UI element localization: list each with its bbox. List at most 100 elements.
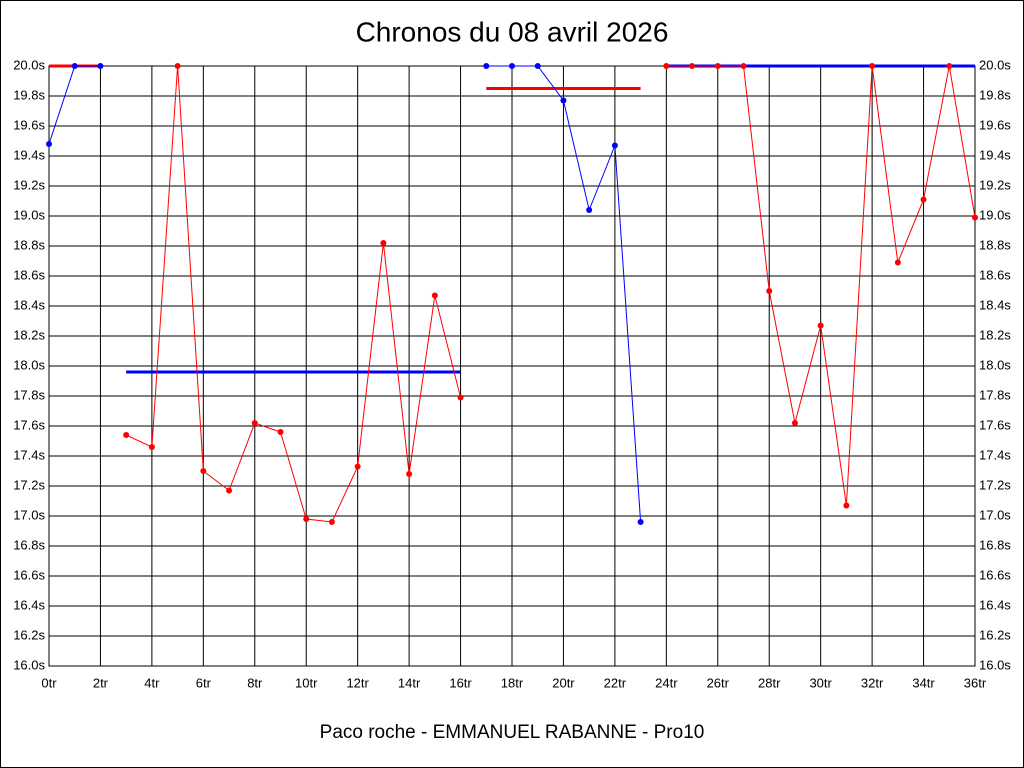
y2-tick-label: 17.8s xyxy=(979,387,1011,402)
y-tick-label: 18.0s xyxy=(13,357,45,372)
y-tick-label: 18.2s xyxy=(13,327,45,342)
y2-tick-label: 19.8s xyxy=(979,87,1011,102)
y-tick-label: 16.6s xyxy=(13,567,45,582)
x-tick-label: 24tr xyxy=(655,675,678,690)
data-point xyxy=(123,432,130,438)
data-point xyxy=(560,97,567,104)
y-tick-label: 17.8s xyxy=(13,387,45,402)
x-tick-label: 32tr xyxy=(861,675,884,690)
data-point xyxy=(457,394,464,401)
data-point xyxy=(766,288,773,294)
y-tick-label: 18.8s xyxy=(13,237,45,252)
x-tick-label: 6tr xyxy=(196,675,212,690)
data-point xyxy=(791,420,798,426)
data-point xyxy=(431,292,438,299)
x-tick-label: 18tr xyxy=(501,675,524,690)
data-point xyxy=(380,240,387,246)
x-tick-label: 12tr xyxy=(346,675,369,690)
data-point xyxy=(843,502,850,509)
data-point xyxy=(972,214,978,221)
y-tick-label: 16.4s xyxy=(13,597,45,612)
y-tick-label: 16.0s xyxy=(13,657,45,672)
y-tick-label: 17.2s xyxy=(13,477,45,492)
y2-tick-label: 16.8s xyxy=(979,537,1011,552)
data-point xyxy=(817,322,824,329)
y-tick-label: 19.0s xyxy=(13,207,45,222)
y2-tick-label: 19.0s xyxy=(979,207,1011,222)
y-tick-label: 17.6s xyxy=(13,417,45,432)
data-point xyxy=(740,63,747,69)
y2-tick-label: 18.0s xyxy=(979,357,1011,372)
y-tick-label: 19.8s xyxy=(13,87,45,102)
y-tick-label: 16.8s xyxy=(13,537,45,552)
data-point xyxy=(328,519,335,525)
data-point xyxy=(148,444,155,450)
x-tick-label: 4tr xyxy=(144,675,160,690)
data-point xyxy=(303,516,310,522)
data-point xyxy=(277,429,284,435)
x-tick-label: 36tr xyxy=(964,675,987,690)
x-tick-label: 22tr xyxy=(604,675,627,690)
data-point xyxy=(226,487,233,494)
y2-tick-label: 16.6s xyxy=(979,567,1011,582)
x-tick-label: 10tr xyxy=(295,675,318,690)
x-tick-label: 2tr xyxy=(93,675,109,690)
y2-tick-label: 17.0s xyxy=(979,507,1011,522)
x-axis-label: Paco roche - EMMANUEL RABANNE - Pro10 xyxy=(320,722,705,743)
data-point xyxy=(663,63,670,69)
data-point xyxy=(406,471,413,477)
x-tick-label: 20tr xyxy=(552,675,575,690)
x-tick-label: 28tr xyxy=(758,675,781,690)
data-point xyxy=(946,63,953,69)
data-point xyxy=(920,196,927,203)
x-tick-label: 14tr xyxy=(398,675,421,690)
y2-tick-label: 17.2s xyxy=(979,477,1011,492)
y-tick-label: 19.4s xyxy=(13,147,45,162)
y2-tick-label: 19.4s xyxy=(979,147,1011,162)
x-tick-label: 34tr xyxy=(912,675,935,690)
x-tick-label: 30tr xyxy=(809,675,832,690)
y-tick-label: 18.6s xyxy=(13,267,45,282)
data-point xyxy=(894,259,901,266)
y-tick-label: 16.2s xyxy=(13,627,45,642)
y-tick-label: 17.4s xyxy=(13,447,45,462)
chart-title: Chronos du 08 avril 2026 xyxy=(356,16,669,47)
y2-tick-label: 17.6s xyxy=(979,417,1011,432)
y2-tick-label: 19.6s xyxy=(979,117,1011,132)
x-tick-label: 0tr xyxy=(41,675,57,690)
data-point xyxy=(869,63,876,69)
data-point xyxy=(354,463,361,470)
y2-tick-label: 17.4s xyxy=(979,447,1011,462)
y2-tick-label: 16.4s xyxy=(979,597,1011,612)
x-tick-label: 16tr xyxy=(449,675,472,690)
y2-tick-label: 20.0s xyxy=(979,57,1011,72)
y2-tick-label: 18.4s xyxy=(979,297,1011,312)
data-point xyxy=(586,207,593,213)
y-tick-label: 17.0s xyxy=(13,507,45,522)
data-point xyxy=(509,63,515,69)
y2-tick-label: 18.2s xyxy=(979,327,1011,342)
y-tick-label: 20.0s xyxy=(13,57,45,72)
y2-tick-label: 19.2s xyxy=(979,177,1011,192)
data-point xyxy=(71,63,78,69)
data-point xyxy=(46,141,52,147)
y2-tick-label: 18.6s xyxy=(979,267,1011,282)
data-point xyxy=(611,142,618,149)
data-point xyxy=(174,63,181,69)
data-point xyxy=(483,63,490,69)
data-point xyxy=(689,63,696,69)
data-point xyxy=(97,63,104,69)
y-tick-label: 19.6s xyxy=(13,117,45,132)
data-point xyxy=(534,63,541,69)
data-point xyxy=(637,519,644,525)
y-tick-label: 19.2s xyxy=(13,177,45,192)
data-point xyxy=(200,468,207,474)
y2-tick-label: 16.0s xyxy=(979,657,1011,672)
data-point xyxy=(251,420,258,426)
y2-tick-label: 16.2s xyxy=(979,627,1011,642)
y-tick-label: 18.4s xyxy=(13,297,45,312)
series-line xyxy=(125,65,462,523)
x-tick-label: 26tr xyxy=(707,675,730,690)
y2-tick-label: 18.8s xyxy=(979,237,1011,252)
